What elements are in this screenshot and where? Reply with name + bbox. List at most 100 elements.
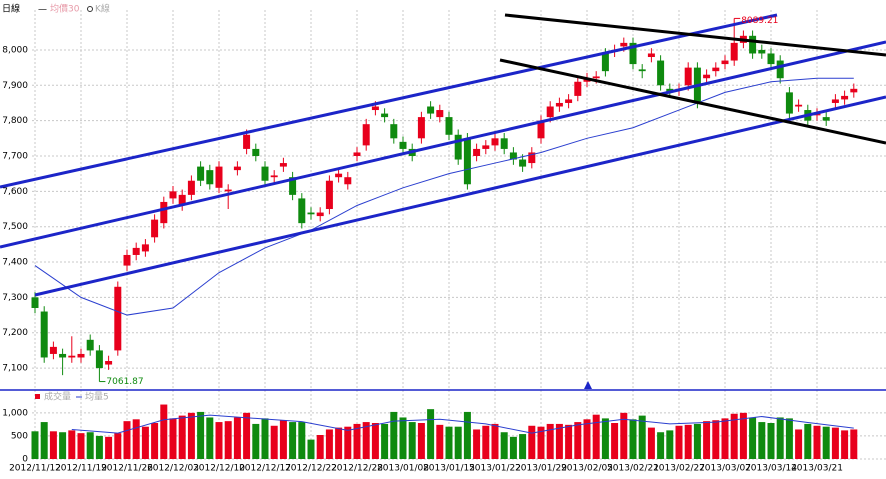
y-tick-label: 1,000 (2, 408, 28, 418)
candle-body (169, 191, 177, 199)
trend-line (34, 95, 886, 297)
candle-body (473, 148, 481, 156)
volume-bar (528, 425, 536, 459)
volume-bar (473, 429, 481, 459)
volume-bar (270, 425, 278, 459)
legend-dash: — (38, 5, 47, 15)
volume-bar (362, 422, 370, 459)
moving-average (71, 414, 854, 434)
candle-body (31, 297, 39, 308)
candle-body (785, 92, 793, 114)
candle-body (822, 117, 830, 121)
volume-bar (243, 412, 251, 459)
candle-body (325, 180, 333, 210)
candle-body (850, 88, 858, 93)
candle-body (187, 180, 195, 195)
volume-bar (519, 434, 527, 459)
candle-body (68, 355, 76, 358)
candle-body (206, 170, 214, 185)
volume-bar (776, 417, 784, 459)
moving-average (34, 77, 854, 316)
volume-bar (822, 426, 830, 459)
x-tick-label: 2013/03/07 (699, 464, 751, 474)
candle-body (454, 134, 462, 160)
volume-bar (114, 433, 122, 459)
candle-body (160, 201, 168, 224)
candle-body (712, 67, 720, 72)
volume-bar (289, 422, 297, 459)
volume-bar (123, 421, 131, 459)
volume-bar (31, 431, 39, 459)
volume-bar (730, 413, 738, 459)
volume-bar (574, 422, 582, 459)
volume-bar (59, 432, 67, 459)
grid (32, 10, 886, 460)
candle-body (537, 120, 545, 139)
volume-bar (197, 411, 205, 459)
candle-body (509, 152, 517, 160)
chart-title: 日線 (2, 3, 20, 15)
candle-body (629, 42, 637, 65)
trend-lines (0, 13, 886, 297)
volume-bar (629, 419, 637, 459)
volume-bar (601, 418, 609, 459)
candle-body (482, 145, 490, 149)
volume-bar (160, 404, 168, 459)
candle-body (335, 173, 343, 178)
legend-icon (87, 6, 93, 12)
volume-bar (620, 412, 628, 459)
volume-bar (436, 424, 444, 459)
candle-body (601, 53, 609, 72)
volume-bar (215, 422, 223, 459)
volume-bar (749, 417, 757, 459)
volume-bar (841, 430, 849, 459)
candle-body (795, 104, 803, 107)
volume-bar (178, 415, 186, 459)
candle-body (390, 124, 398, 139)
candle-body (77, 353, 85, 358)
x-tick-label: 2013/01/29 (515, 464, 567, 474)
volume-bar (611, 423, 619, 459)
candle-body (151, 219, 159, 238)
y-tick-label: 8,000 (2, 45, 28, 55)
x-tick-label: 2013/02/05 (561, 464, 613, 474)
volume-bar (325, 429, 333, 459)
candle-body (574, 81, 582, 96)
candle-body (86, 339, 94, 351)
candle-body (243, 134, 251, 149)
volume-bar (335, 427, 343, 459)
volume-bar (647, 427, 655, 459)
candle-body (684, 67, 692, 86)
volume-bar (233, 417, 241, 459)
candle-body (381, 113, 389, 118)
volume-bar (68, 430, 76, 459)
candle-body (197, 166, 205, 181)
candle-body (289, 177, 297, 195)
volume-bar (381, 423, 389, 459)
volume-bar (252, 423, 260, 459)
y-tick-label: 7,500 (2, 222, 28, 232)
candle-body (528, 152, 536, 164)
annotation: 7061.87 (106, 377, 143, 387)
x-tick-label: 2013/02/27 (653, 464, 705, 474)
volume-bar (565, 424, 573, 459)
y-tick-label: 7,100 (2, 364, 28, 374)
volume-bar (850, 429, 858, 459)
candle-body (519, 159, 527, 167)
candle-body (638, 69, 646, 72)
candle-body (252, 148, 260, 156)
volume-bar (712, 420, 720, 459)
candle-body (565, 99, 573, 103)
volume-bar (758, 422, 766, 459)
volume-bar (666, 430, 674, 459)
volume-bar (151, 423, 159, 459)
y-tick-label: 7,700 (2, 151, 28, 161)
x-tick-label: 2012/12/17 (239, 464, 291, 474)
x-tick-label: 2013/02/21 (607, 464, 659, 474)
candle-body (353, 152, 361, 156)
volume-bar (86, 432, 94, 459)
candle-body (436, 110, 444, 118)
candle-body (141, 244, 149, 252)
volume-bar (463, 411, 471, 459)
volume-bar (399, 417, 407, 459)
